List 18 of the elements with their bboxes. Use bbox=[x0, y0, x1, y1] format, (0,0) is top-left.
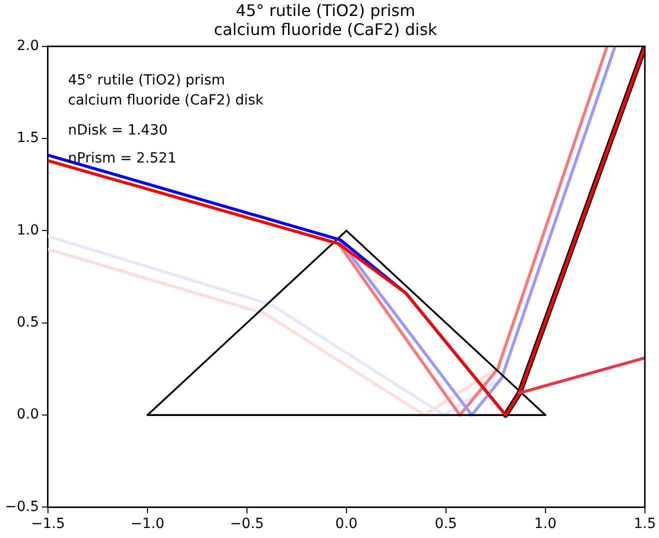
annotation: calcium fluoride (CaF2) disk bbox=[68, 92, 264, 108]
annotation: nPrism = 2.521 bbox=[68, 150, 176, 166]
y-tick-label: 0.0 bbox=[16, 406, 39, 423]
x-tick-label: −1.5 bbox=[30, 516, 65, 532]
y-tick-label: 1.5 bbox=[16, 130, 39, 146]
annotation: 45° rutile (TiO2) prism bbox=[68, 72, 226, 88]
x-tick-label: 1.0 bbox=[534, 516, 557, 532]
x-tick-label: −1.0 bbox=[130, 516, 164, 532]
x-tick-label: 0.0 bbox=[335, 516, 358, 532]
x-tick-label: −0.5 bbox=[230, 516, 264, 532]
y-tick-label: 0.5 bbox=[16, 314, 39, 331]
chart-title: 45° rutile (TiO2) prism calcium fluoride (CaF2) disk bbox=[214, 0, 438, 39]
x-tick-label: 0.5 bbox=[434, 516, 458, 532]
x-tick-label: 1.5 bbox=[634, 516, 656, 532]
y-tick-label: 2.0 bbox=[16, 38, 39, 54]
y-tick-label: −0.5 bbox=[4, 498, 39, 515]
y-tick-label: 1.0 bbox=[16, 222, 39, 238]
annotation: nDisk = 1.430 bbox=[68, 122, 168, 138]
